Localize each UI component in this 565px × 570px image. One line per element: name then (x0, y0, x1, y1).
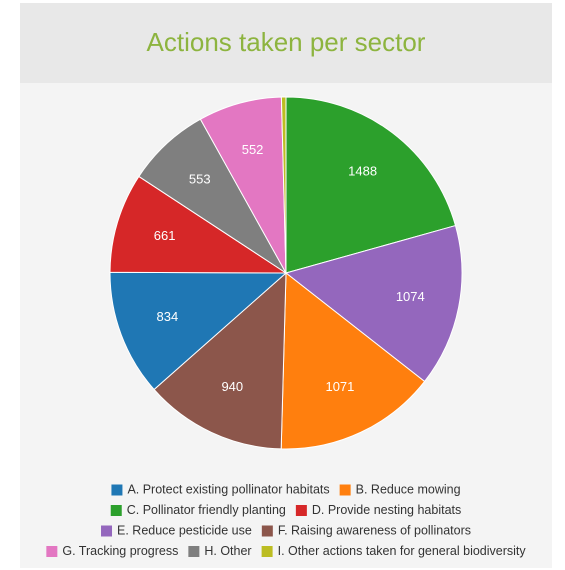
data-label: 553 (189, 172, 211, 187)
pie-slice (285, 96, 457, 274)
legend-swatch (111, 484, 123, 496)
data-label: 661 (154, 228, 176, 243)
legend-swatch (46, 546, 58, 557)
legend-label: E. Reduce pesticide use (117, 523, 252, 537)
legend-label: H. Other (204, 544, 251, 558)
pie-slice (280, 96, 287, 274)
data-label: 940 (221, 379, 243, 394)
data-label: 834 (157, 309, 179, 324)
data-label: 1074 (396, 289, 425, 304)
pie-slice (284, 224, 463, 383)
legend-swatch (261, 525, 273, 537)
legend-swatch (188, 546, 200, 557)
legend-label: C. Pollinator friendly planting (127, 503, 286, 517)
title-band (20, 3, 552, 83)
pie-slice (280, 271, 426, 450)
legend-swatch (339, 484, 351, 496)
legend-label: I. Other actions taken for general biodi… (278, 544, 527, 558)
legend-label: A. Protect existing pollinator habitats (127, 482, 329, 496)
data-label: 552 (242, 142, 264, 157)
legend-label: F. Raising awareness of pollinators (278, 523, 471, 537)
data-label: 1488 (348, 163, 377, 178)
legend-label: B. Reduce mowing (356, 482, 461, 496)
chart-title: Actions taken per sector (147, 27, 426, 57)
pie-slice (109, 271, 288, 391)
legend-label: G. Tracking progress (62, 544, 178, 558)
legend-swatch (101, 525, 113, 537)
legend-swatch (261, 546, 273, 557)
pie-slice (109, 175, 288, 274)
legend-label: D. Provide nesting habitats (312, 503, 461, 517)
legend-swatch (110, 505, 122, 516)
legend-swatch (295, 505, 307, 516)
data-label: 1071 (325, 379, 354, 394)
pie-slice (153, 271, 287, 450)
